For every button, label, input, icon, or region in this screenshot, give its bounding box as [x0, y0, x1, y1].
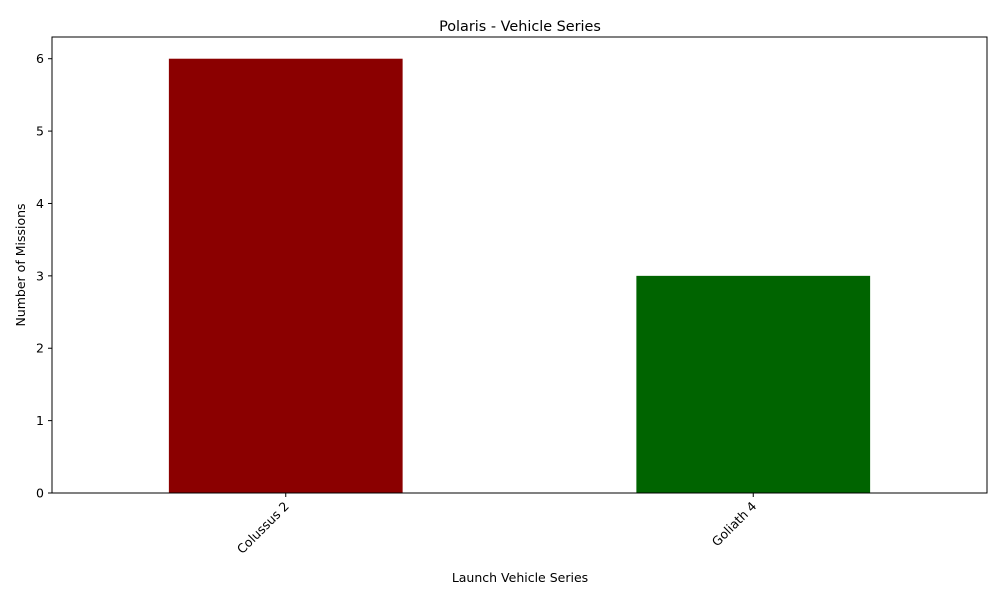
y-tick-label: 1: [36, 413, 44, 428]
y-tick-label: 3: [36, 268, 44, 283]
axes-layer: [51, 36, 988, 494]
bars-layer: [168, 58, 871, 493]
y-tick-label: 2: [36, 341, 44, 356]
y-tick-label: 4: [36, 196, 44, 211]
y-axis-label: Number of Missions: [13, 203, 28, 326]
x-axis-label: Launch Vehicle Series: [452, 570, 588, 585]
y-tick-label: 0: [36, 486, 44, 501]
x-tick-label: Colussus 2: [234, 499, 292, 557]
y-tick-label: 5: [36, 124, 44, 139]
chart-title: Polaris - Vehicle Series: [439, 19, 601, 35]
y-tick-label: 6: [36, 51, 44, 66]
x-tick-label: Goliath 4: [709, 498, 760, 549]
bar-colussus-2: [168, 58, 403, 493]
bar-goliath-4: [636, 275, 871, 493]
plot-frame: [51, 36, 988, 494]
